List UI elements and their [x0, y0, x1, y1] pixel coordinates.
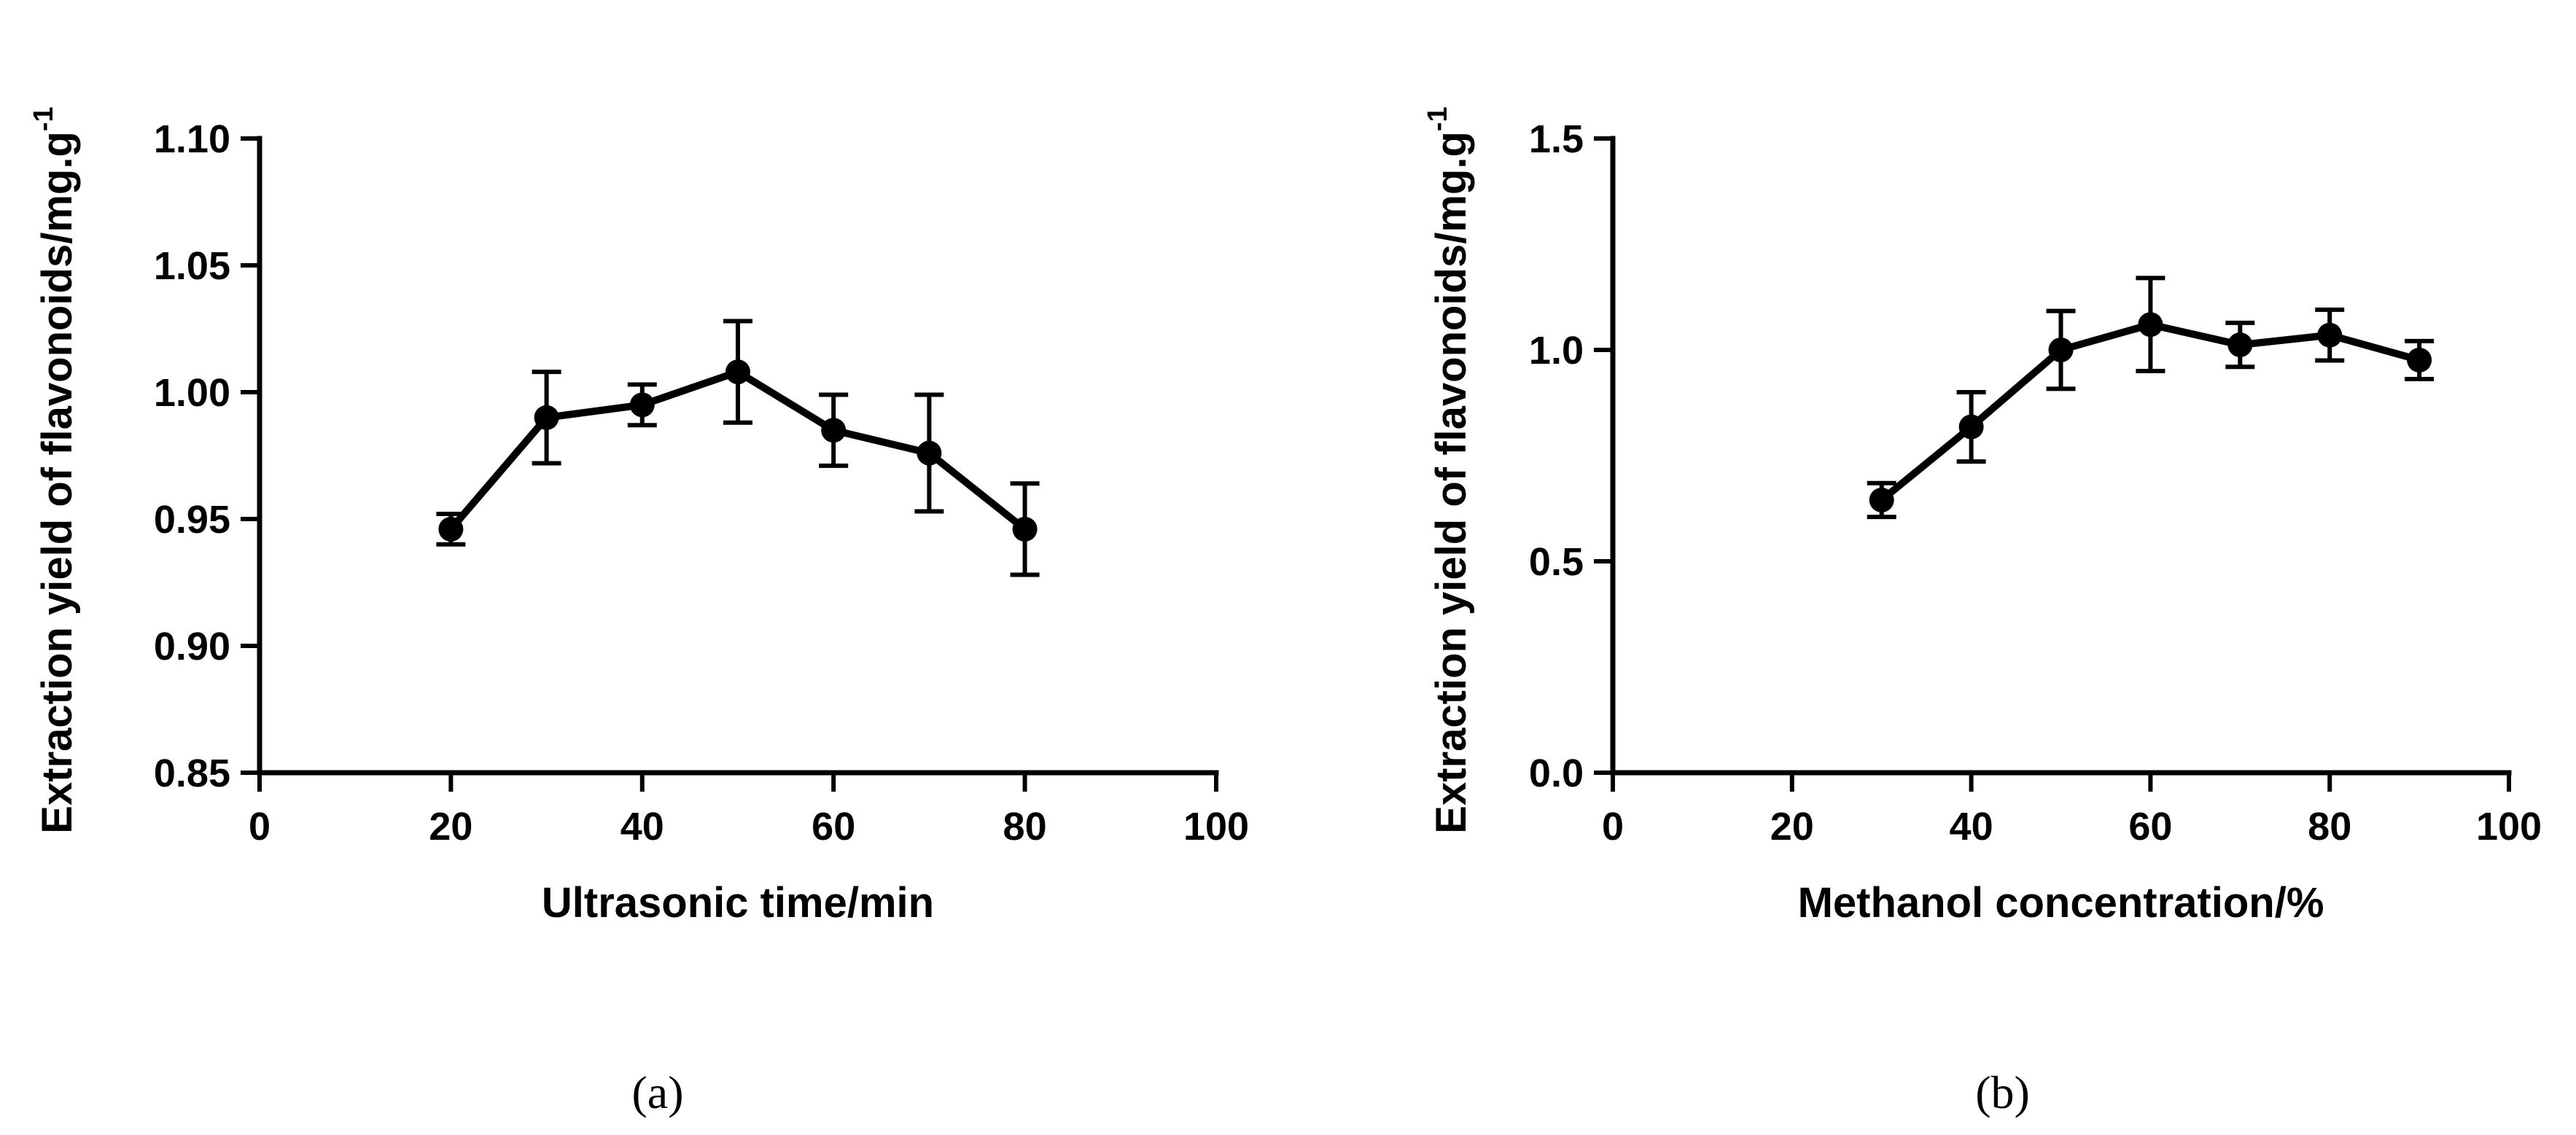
- data-point: [2227, 332, 2253, 358]
- data-point: [725, 359, 750, 385]
- chart-panel-b: 0.0 0.5 1.0 1.5 0 20 40 60 80 100 Methanol concent…: [1423, 106, 2542, 1118]
- x-tick-label: 40: [620, 805, 664, 849]
- y-tick-label: 1.0: [1529, 329, 1584, 373]
- data-point: [917, 440, 942, 466]
- panel-label: (a): [631, 1066, 683, 1118]
- y-axis-title-text: Extraction yield of flavonoids/mg.g: [1428, 131, 1475, 834]
- y-tick-label: 1.5: [1529, 117, 1584, 161]
- data-point: [2407, 347, 2432, 373]
- data-point: [821, 418, 847, 443]
- x-tick-label: 40: [1950, 805, 1993, 849]
- x-tick-label: 20: [1770, 805, 1814, 849]
- panel-label: (b): [1975, 1066, 2030, 1118]
- y-tick-label: 1.00: [154, 371, 230, 415]
- y-tick-label: 1.05: [154, 244, 230, 288]
- data-point: [2317, 322, 2343, 348]
- x-tick-label: 60: [2128, 805, 2172, 849]
- x-axis-title: Methanol concentration/%: [1798, 879, 2324, 927]
- x-tick-label: 0: [1602, 805, 1624, 849]
- chart-panel-a: 0.85 0.90 0.95 1.00 1.05 1.10 0 20 40 60 80 100 Ultr…: [28, 106, 1249, 1118]
- y-tick-label: 0.85: [154, 752, 230, 795]
- y-axis-title-superscript: -1: [1423, 106, 1453, 131]
- x-axis-title: Ultrasonic time/min: [542, 879, 934, 927]
- x-tick-label: 80: [1003, 805, 1047, 849]
- x-tick-label: 80: [2308, 805, 2351, 849]
- y-tick-label: 1.10: [154, 117, 230, 161]
- data-point: [629, 392, 655, 418]
- y-axis-title-text: Extraction yield of flavonoids/mg.g: [34, 131, 81, 834]
- y-axis-title: Extraction yield of flavonoids/mg.g-1: [1423, 106, 1475, 833]
- y-tick-label: 0.5: [1529, 540, 1584, 584]
- y-tick-label: 0.90: [154, 625, 230, 668]
- x-tick-label: 0: [249, 805, 271, 849]
- data-point: [2138, 312, 2163, 338]
- x-tick-label: 100: [2476, 805, 2542, 849]
- x-tick-label: 20: [429, 805, 472, 849]
- data-point: [438, 516, 464, 542]
- data-point: [1958, 414, 1984, 440]
- data-point: [534, 405, 559, 430]
- y-axis-title: Extraction yield of flavonoids/mg.g-1: [28, 106, 81, 833]
- x-tick-label: 100: [1183, 805, 1249, 849]
- data-point: [1869, 487, 1894, 512]
- x-tick-label: 60: [812, 805, 855, 849]
- y-tick-label: 0.95: [154, 498, 230, 542]
- y-axis-title-superscript: -1: [28, 106, 59, 131]
- y-tick-label: 0.0: [1529, 752, 1584, 795]
- data-point: [1012, 516, 1038, 542]
- data-point: [2048, 338, 2074, 362]
